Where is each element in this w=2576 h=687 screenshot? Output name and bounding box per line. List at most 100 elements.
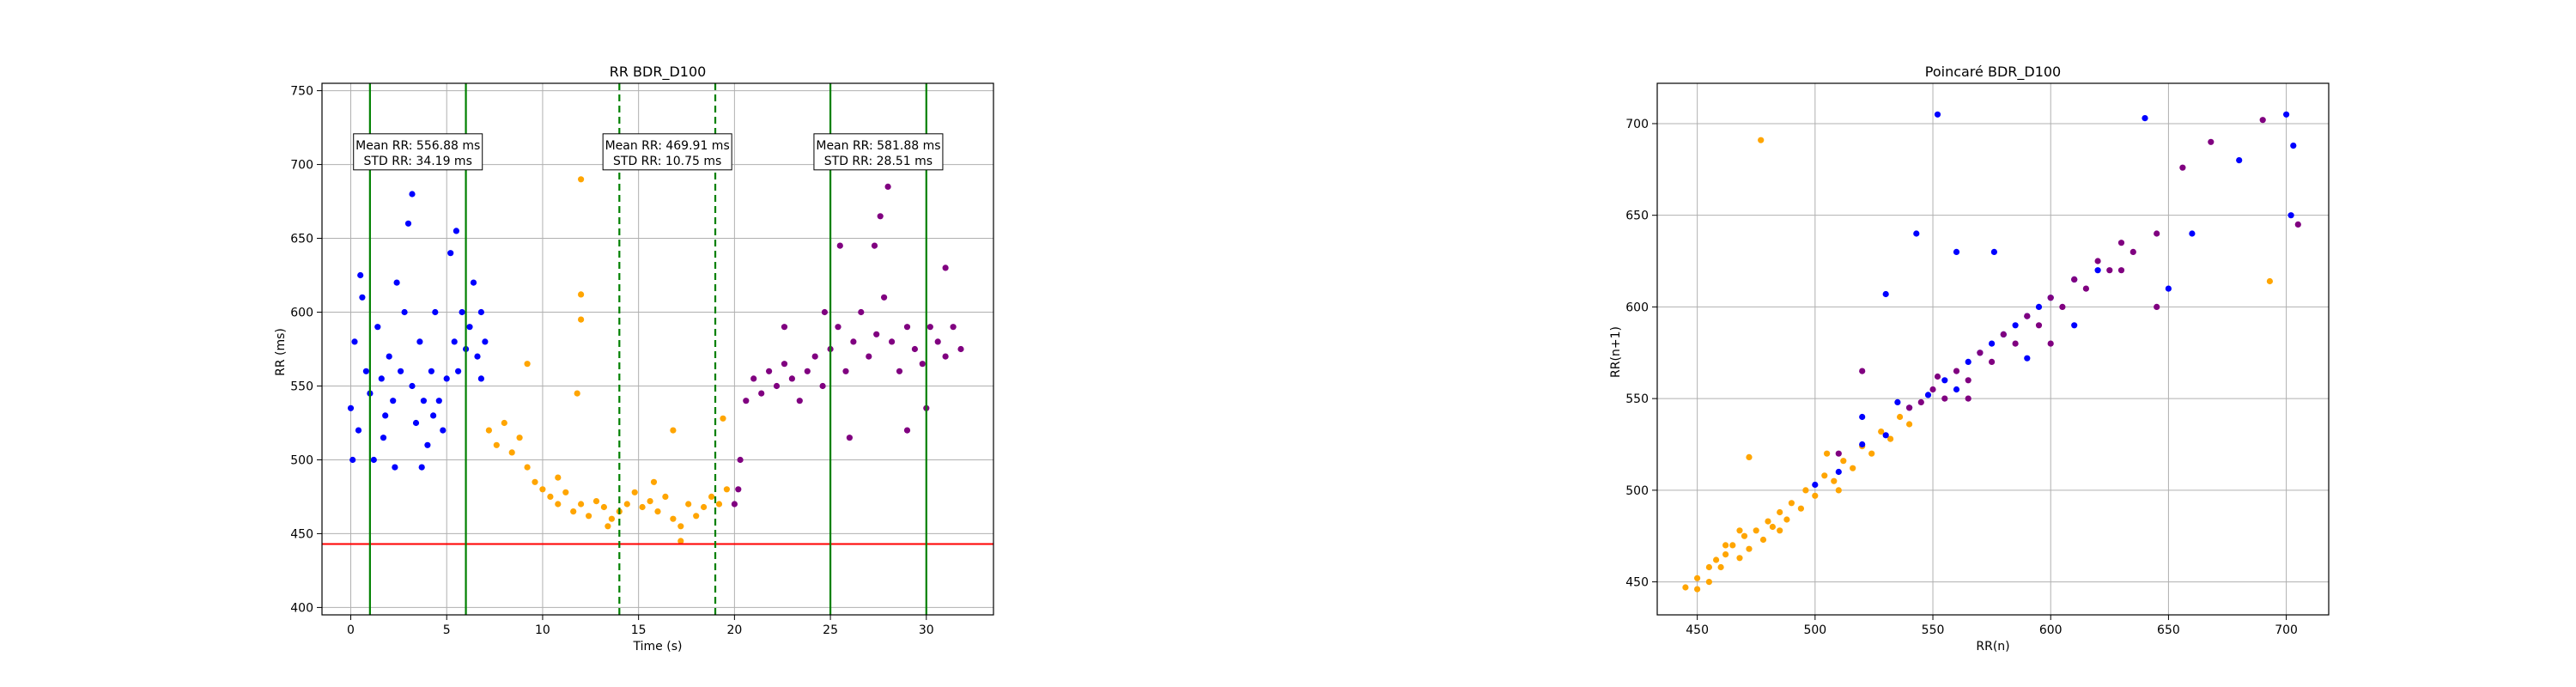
poincare-grid <box>1657 83 2329 615</box>
rr-y-tick-label: 650 <box>290 233 313 246</box>
poincare-point <box>1929 386 1936 393</box>
poincare-x-axis-label: RR(n) <box>1976 640 2009 654</box>
poincare-point <box>1777 527 1783 534</box>
rr-point <box>501 419 507 427</box>
rr-annotation-text: Mean RR: 581.88 ms <box>816 139 940 153</box>
poincare-point <box>2071 322 2078 329</box>
rr-point <box>842 368 849 374</box>
poincare-point <box>2165 285 2172 292</box>
poincare-point <box>2283 111 2290 118</box>
poincare-point <box>1777 508 1783 516</box>
poincare-point <box>1917 398 1924 405</box>
poincare-point <box>1941 377 1948 384</box>
rr-point <box>957 345 964 353</box>
poincare-point <box>1821 472 1828 479</box>
rr-point <box>650 478 658 485</box>
poincare-point <box>1694 586 1701 593</box>
rr-points <box>347 176 964 544</box>
rr-point <box>873 331 880 337</box>
rr-point <box>555 501 562 508</box>
rr-point <box>443 375 450 382</box>
poincare-point <box>1977 350 1984 356</box>
poincare-point <box>1878 429 1885 435</box>
poincare-x-tick-label: 450 <box>1686 623 1709 637</box>
rr-point <box>370 456 377 464</box>
poincare-point <box>1783 516 1790 523</box>
poincare-y-tick-label: 650 <box>1625 210 1649 223</box>
poincare-point <box>2129 248 2136 255</box>
rr-point <box>409 382 416 390</box>
poincare-y-axis-label: RR(n+1) <box>1609 326 1623 378</box>
poincare-point <box>1965 358 1971 365</box>
rr-point <box>435 398 442 404</box>
rr-annotation-box <box>602 133 732 171</box>
rr-point <box>835 324 841 331</box>
poincare-point <box>1965 377 1971 384</box>
poincare-point <box>2117 240 2125 246</box>
rr-point <box>532 478 538 485</box>
poincare-point <box>1953 248 1960 255</box>
poincare-point <box>1705 579 1712 586</box>
rr-point <box>903 324 911 331</box>
rr-point <box>743 398 750 404</box>
poincare-point <box>2059 303 2066 310</box>
rr-point <box>781 361 788 368</box>
rr-point <box>547 493 554 501</box>
rr-point <box>428 368 434 374</box>
poincare-y-tick-label: 700 <box>1625 118 1649 131</box>
rr-x-tick-label: 0 <box>347 623 355 637</box>
rr-point <box>788 375 796 382</box>
poincare-point <box>1753 527 1759 534</box>
poincare-point <box>1941 395 1948 402</box>
rr-point <box>524 361 531 368</box>
rr-annotation-text: Mean RR: 556.88 ms <box>355 139 480 153</box>
rr-point <box>846 435 854 441</box>
rr-point <box>447 250 454 257</box>
rr-point <box>393 279 400 286</box>
rr-point <box>570 508 577 515</box>
rr-point <box>380 435 387 441</box>
rr-point <box>470 279 477 286</box>
rr-point <box>735 486 742 493</box>
poincare-point <box>1882 432 1889 439</box>
poincare-point <box>2154 230 2160 237</box>
poincare-point <box>1850 465 1856 471</box>
rr-point <box>424 441 431 448</box>
rr-y-tick-label: 400 <box>290 601 313 615</box>
poincare-points <box>1682 111 2301 593</box>
rr-point <box>819 382 826 390</box>
rr-point <box>871 242 878 249</box>
rr-point <box>670 427 677 434</box>
rr-point <box>766 368 773 374</box>
rr-y-tick-label: 600 <box>290 307 313 320</box>
rr-point <box>432 308 439 316</box>
poincare-point <box>1831 477 1838 484</box>
rr-point <box>677 523 684 530</box>
rr-point <box>677 538 684 544</box>
rr-point <box>451 338 458 345</box>
rr-point <box>409 191 416 198</box>
rr-point <box>889 338 896 345</box>
rr-point <box>781 324 788 331</box>
rr-point <box>685 501 692 508</box>
poincare-point <box>1758 137 1765 143</box>
rr-point <box>578 501 585 508</box>
rr-point <box>392 464 398 471</box>
poincare-point <box>2082 285 2089 292</box>
rr-point <box>586 513 592 520</box>
poincare-point <box>1746 453 1753 461</box>
rr-point <box>701 503 708 511</box>
rr-point <box>349 456 356 464</box>
rr-point <box>386 353 392 360</box>
rr-point <box>420 398 427 404</box>
rr-annotation-box <box>353 133 483 171</box>
poincare-point <box>2035 322 2043 329</box>
poincare-point <box>2179 164 2186 171</box>
poincare-point <box>1759 536 1767 544</box>
rr-x-tick-label: 30 <box>919 623 934 637</box>
poincare-point <box>2071 276 2078 283</box>
rr-point <box>378 375 385 382</box>
poincare-point <box>2012 322 2019 329</box>
rr-x-tick-label: 10 <box>535 623 550 637</box>
